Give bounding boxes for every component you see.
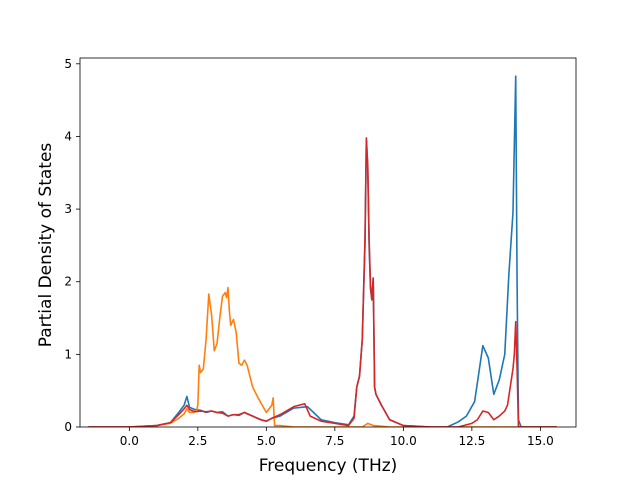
x-tick-label: 7.5 [325, 434, 344, 448]
x-tick-label: 12.5 [459, 434, 486, 448]
plot-area [88, 75, 557, 427]
x-tick-label: 2.5 [188, 434, 207, 448]
series-line-2 [88, 286, 557, 427]
y-axis-ticks: 0 1 2 3 4 5 [64, 57, 80, 434]
series-line-3 [88, 137, 557, 427]
y-axis-label: Partial Density of States [36, 143, 56, 348]
x-tick-label: 10.0 [390, 434, 417, 448]
y-tick-label: 5 [64, 57, 72, 71]
x-tick-label: 0.0 [120, 434, 139, 448]
y-tick-label: 1 [64, 347, 72, 361]
x-axis-label: Frequency (THz) [259, 456, 398, 476]
x-tick-label: 5.0 [257, 434, 276, 448]
y-tick-label: 2 [64, 275, 72, 289]
axes-frame [79, 57, 577, 428]
x-axis-ticks: 0.0 2.5 5.0 7.5 10.0 12.5 15.0 [120, 427, 554, 448]
y-tick-label: 4 [64, 129, 72, 143]
x-tick-label: 15.0 [527, 434, 554, 448]
axes-border [79, 57, 577, 428]
y-tick-label: 0 [64, 420, 72, 434]
y-tick-label: 3 [64, 202, 72, 216]
